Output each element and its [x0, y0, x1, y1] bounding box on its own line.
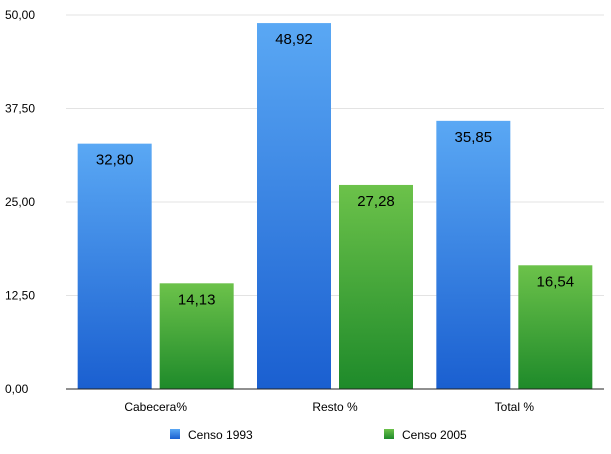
bar: [159, 283, 234, 389]
y-tick-label: 0,00: [5, 382, 29, 396]
data-label: 32,80: [96, 152, 134, 169]
data-label: 14,13: [178, 291, 216, 308]
x-tick-label: Cabecera%: [124, 400, 187, 414]
bar: [436, 120, 511, 389]
data-label: 16,54: [537, 273, 575, 290]
bar: [339, 184, 413, 389]
bar: [518, 265, 593, 389]
legend-swatch: [384, 429, 394, 439]
legend-label: Censo 1993: [188, 428, 253, 442]
y-tick-label: 25,00: [5, 195, 35, 209]
data-label: 27,28: [357, 193, 395, 210]
x-tick-label: Total %: [495, 400, 535, 414]
y-tick-label: 12,50: [5, 289, 35, 303]
x-tick-label: Resto %: [312, 400, 358, 414]
bar: [77, 143, 152, 389]
bar: [257, 23, 331, 389]
legend-swatch: [170, 429, 180, 439]
legend-label: Censo 2005: [402, 428, 467, 442]
data-label: 35,85: [455, 129, 493, 146]
y-tick-label: 37,50: [5, 102, 35, 116]
y-tick-label: 50,00: [5, 8, 35, 22]
data-label: 48,92: [275, 31, 313, 48]
